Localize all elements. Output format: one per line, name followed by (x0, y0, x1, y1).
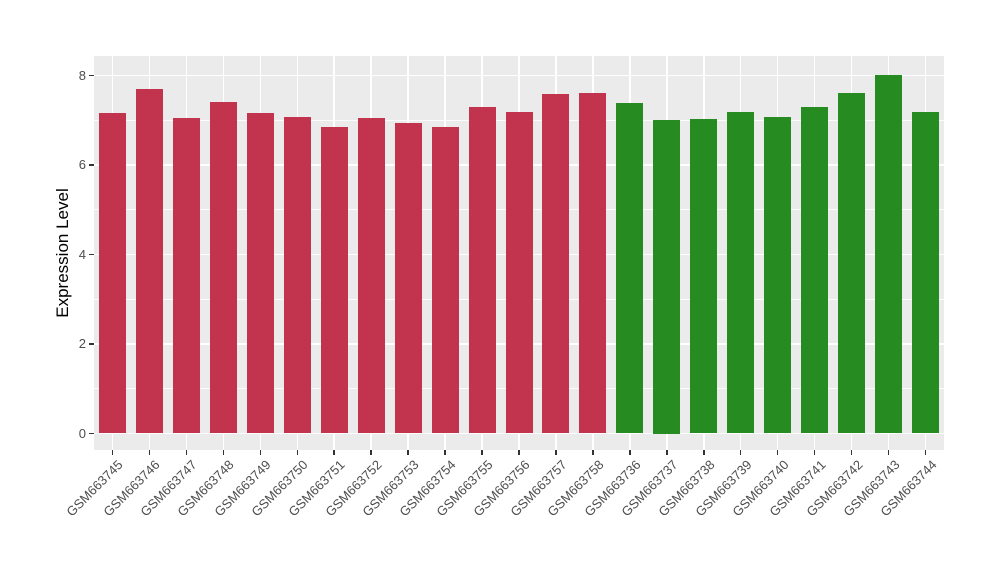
bar (135, 88, 163, 434)
x-tick-mark (703, 450, 705, 455)
bar (912, 111, 940, 434)
bar (283, 117, 311, 434)
x-tick-mark (629, 450, 631, 455)
x-tick-mark (444, 450, 446, 455)
y-tick-mark (89, 253, 94, 256)
bar (172, 117, 200, 434)
x-tick-mark (666, 450, 668, 455)
x-tick-mark (222, 450, 225, 455)
y-tick-mark (89, 164, 94, 166)
x-tick-mark (924, 450, 927, 455)
bar (98, 112, 126, 434)
bar (357, 118, 385, 434)
x-tick-mark (148, 450, 151, 455)
y-tick-label: 4 (78, 246, 86, 262)
bar (431, 126, 459, 434)
x-tick-mark (407, 450, 409, 455)
bar (468, 107, 496, 434)
y-tick-mark (89, 74, 94, 77)
x-tick-mark (518, 450, 520, 455)
bar (801, 107, 829, 434)
bar (764, 117, 792, 434)
x-tick-mark (333, 450, 335, 455)
y-tick-label: 2 (78, 336, 86, 351)
bar (838, 93, 866, 434)
y-tick-label: 8 (78, 67, 86, 83)
bar (394, 122, 422, 434)
x-tick-mark (850, 450, 853, 455)
bar (653, 120, 681, 434)
x-tick-mark (592, 450, 594, 455)
x-tick-mark (370, 450, 372, 455)
x-tick-mark (481, 450, 483, 455)
bar (875, 74, 903, 434)
x-tick-mark (259, 450, 262, 455)
plot-panel (94, 56, 944, 450)
x-tick-mark (111, 450, 114, 455)
bar (246, 113, 274, 434)
x-tick-mark (555, 450, 557, 455)
bar (505, 112, 533, 434)
y-tick-mark (89, 432, 94, 435)
bar (727, 111, 755, 434)
y-tick-mark (89, 343, 94, 345)
x-tick-mark (887, 450, 890, 455)
bar (690, 119, 718, 434)
bar (320, 126, 348, 434)
bar (542, 94, 570, 434)
x-tick-mark (813, 450, 816, 455)
x-tick-mark (296, 450, 298, 455)
bar (616, 102, 644, 434)
y-tick-label: 0 (78, 425, 86, 441)
x-tick-mark (185, 450, 188, 455)
x-tick-mark (739, 450, 742, 455)
y-tick-label: 6 (78, 157, 86, 172)
x-tick-mark (776, 450, 779, 455)
bar (209, 102, 237, 434)
bar (579, 92, 607, 434)
